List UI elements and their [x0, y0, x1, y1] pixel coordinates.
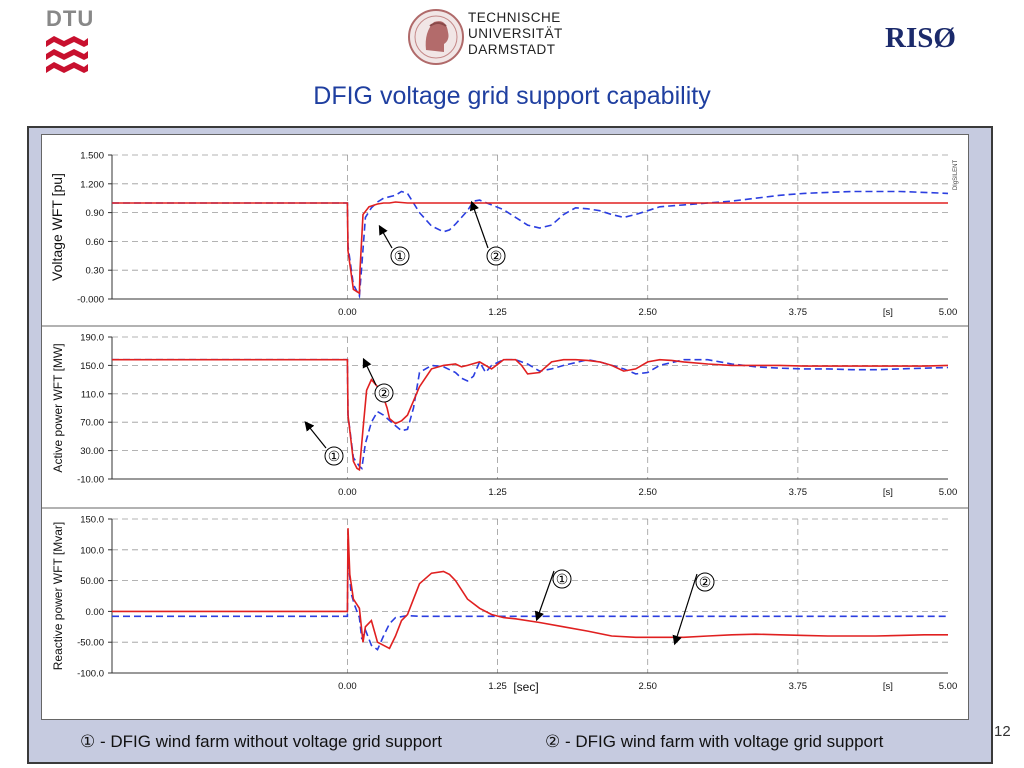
chart2-annotation-circle	[374, 383, 394, 403]
chart2-ytick-label: 110.0	[81, 389, 104, 400]
chart1-annotation-circle	[486, 246, 506, 266]
page-number: 12	[994, 723, 1011, 740]
chart3-annotation-circle	[552, 569, 572, 589]
chart1-ytick-label: 0.60	[86, 237, 105, 248]
chart1-ytick-label: 1.500	[80, 151, 104, 162]
plot-area: 1.500 1.200 0.90 0.60 0.30 -0.000 0.00 1.25 2.50…	[41, 134, 969, 720]
chart3-annotation-circle	[695, 572, 715, 592]
chart1-annotation-arrow	[469, 200, 489, 249]
legend-item-1: ① - DFIG wind farm without voltage grid …	[80, 732, 442, 752]
chart-watermark: DIgSILENT	[953, 159, 959, 190]
chart2-y-axis-label: Active power WFT [MW]	[51, 343, 65, 472]
chart3-x-axis-label: [sec]	[513, 680, 538, 694]
chart3-ytick-label: 50.00	[80, 576, 104, 587]
legend-marker-1: ①	[80, 732, 96, 751]
chart3-xtick-label: 5.00	[939, 681, 958, 692]
chart1-series-with-support-line	[112, 201, 948, 295]
chart-panel: 1.500 1.200 0.90 0.60 0.30 -0.000 0.00 1.25 2.50…	[27, 126, 993, 764]
chart1-annotation-label: ①	[394, 248, 407, 264]
chart2-xtick-label: 2.50	[638, 487, 657, 498]
chart1-annotation-label: ②	[490, 248, 503, 264]
chart2-xtick-label: 0.00	[338, 487, 357, 498]
chart2-series-with-support-line	[112, 358, 949, 472]
chart3-annotation-label: ②	[699, 574, 712, 590]
legend-item-2: ② - DFIG wind farm with voltage grid sup…	[545, 732, 883, 752]
riso-logo-text: RISØ	[885, 22, 956, 54]
chart1-xtick-label: 0.00	[338, 307, 357, 318]
chart2-xtick-label: [s]	[883, 487, 893, 498]
chart3-ytick-label: -50.00	[77, 638, 104, 649]
chart3-series-with-support-line	[112, 528, 948, 650]
chart3-y-axis-label: Reactive power WFT [Mvar]	[51, 522, 65, 670]
chart3-xtick-label: 3.75	[789, 681, 808, 692]
chart2-xtick-label: 1.25	[488, 487, 507, 498]
chart1-y-axis-label: Voltage WFT [pu]	[49, 173, 65, 281]
chart3-xtick-label: 2.50	[638, 681, 657, 692]
chart3-ytick-label: 100.0	[80, 545, 104, 556]
chart1-annotation-circle	[390, 246, 410, 266]
legend-marker-2: ②	[545, 732, 561, 751]
tud-seal-icon	[408, 9, 464, 65]
chart3-xtick-label: 0.00	[338, 681, 357, 692]
chart3-annotation-arrow	[672, 573, 698, 646]
chart2-xtick-label: 3.75	[789, 487, 808, 498]
chart3-xtick-label: [s]	[883, 681, 893, 692]
dtu-logo-text: DTU	[46, 6, 95, 31]
legend-text-2: - DFIG wind farm with voltage grid suppo…	[564, 732, 884, 751]
dtu-logo-icon	[46, 36, 88, 73]
chart2-annotation-arrow	[362, 357, 377, 386]
chart2-ytick-label: 30.00	[80, 446, 104, 457]
chart2-series-without-support-line	[112, 358, 949, 471]
chart3-series-without-support-line	[112, 552, 948, 651]
chart3-annotation-label: ①	[556, 571, 569, 587]
chart1-xtick-label: 3.75	[789, 307, 808, 318]
chart2-annotation-circle	[324, 446, 344, 466]
chart1-series-without-support-line	[112, 190, 949, 299]
legend-text-1: - DFIG wind farm without voltage grid su…	[99, 732, 443, 751]
chart2-ytick-label: 70.00	[80, 418, 104, 429]
chart2-annotation-label: ①	[328, 448, 341, 464]
chart2-ytick-label: 150.0	[80, 361, 104, 372]
chart1-ytick-label: 0.90	[86, 208, 105, 219]
chart1-ytick-label: 0.30	[86, 266, 105, 277]
chart1-xtick-label: 1.25	[488, 307, 507, 318]
chart1-xtick-label: 2.50	[638, 307, 657, 318]
chart3-ytick-label: 0.00	[86, 607, 105, 618]
slide-header: DTU TECHNISCHE UNIVERSITÄT DARMSTADT RIS…	[0, 0, 1024, 120]
chart3-ytick-label: 150.0	[80, 515, 104, 526]
tud-logo-text: TECHNISCHE UNIVERSITÄT DARMSTADT	[468, 10, 563, 57]
chart2-xtick-label: 5.00	[939, 487, 958, 498]
chart2-ytick-label: -10.00	[77, 475, 104, 486]
chart1-ytick-label: 1.200	[80, 179, 104, 190]
chart3-annotation-arrow	[534, 570, 555, 622]
legend: ① - DFIG wind farm without voltage grid …	[40, 732, 1000, 762]
slide-title: DFIG voltage grid support capability	[313, 82, 711, 110]
charts-svg: 1.500 1.200 0.90 0.60 0.30 -0.000 0.00 1.25 2.50…	[42, 151, 968, 694]
chart2-annotation-arrow	[304, 421, 327, 449]
chart2-ytick-label: 190.0	[80, 333, 104, 344]
chart3-xtick-label: 1.25	[488, 681, 507, 692]
chart1-xtick-label: [s]	[883, 307, 893, 318]
chart1-ytick-label: -0.000	[77, 295, 104, 306]
chart2-annotation-label: ②	[378, 385, 391, 401]
chart1-xtick-label: 5.00	[939, 307, 958, 318]
chart3-ytick-label: -100.0	[77, 669, 104, 680]
chart1-annotation-arrow	[378, 224, 393, 249]
